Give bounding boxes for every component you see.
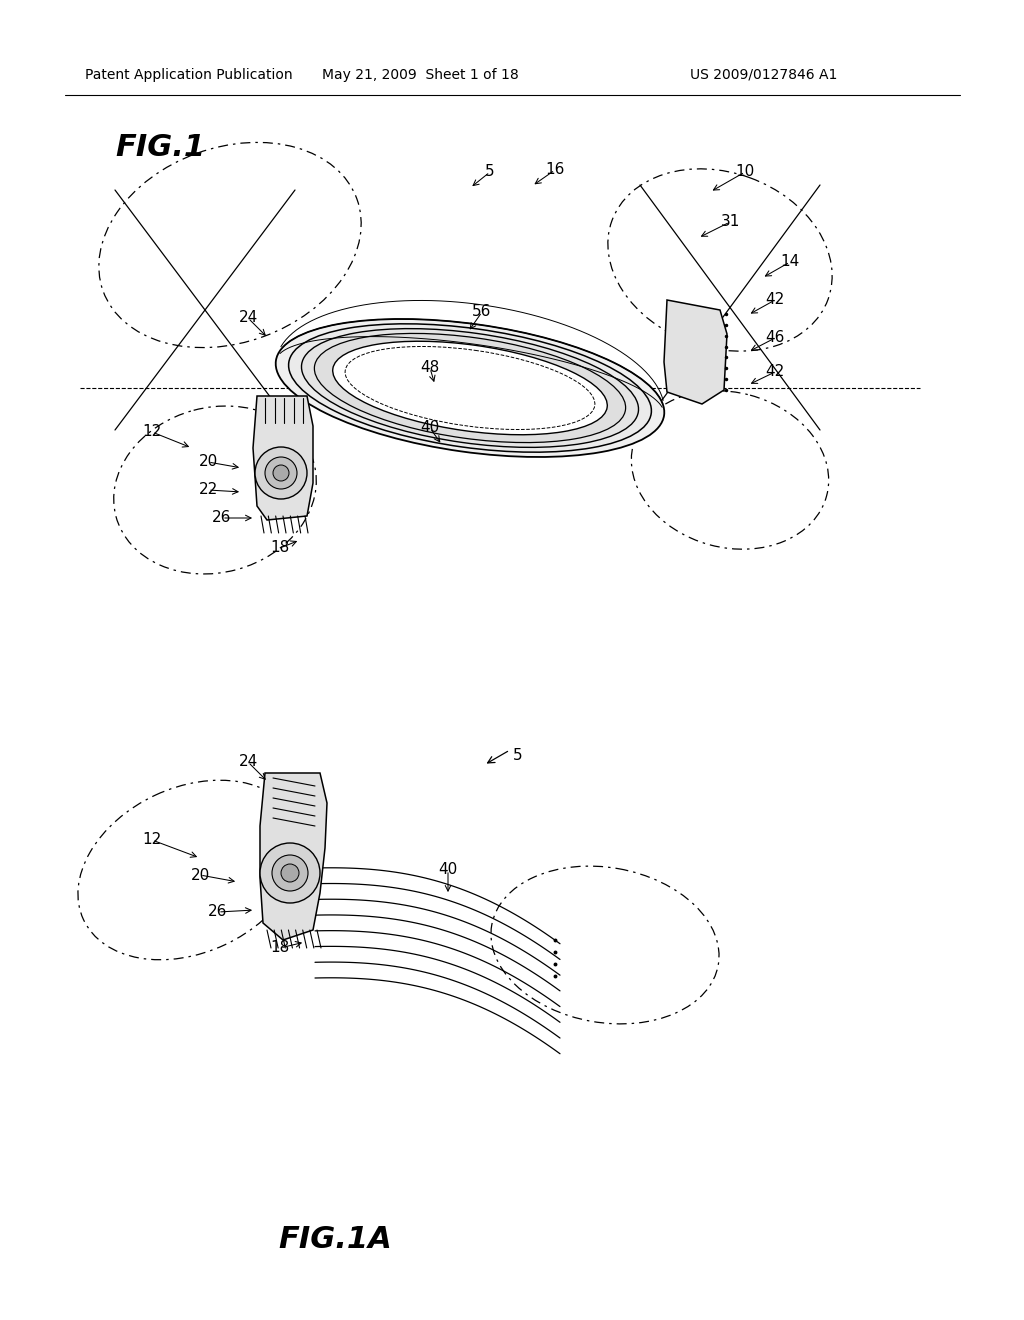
Text: 18: 18 xyxy=(270,940,290,956)
Text: FIG.1A: FIG.1A xyxy=(279,1225,392,1254)
Circle shape xyxy=(272,855,308,891)
Circle shape xyxy=(265,457,297,488)
Text: 31: 31 xyxy=(720,214,739,230)
Text: 48: 48 xyxy=(421,360,439,375)
Text: May 21, 2009  Sheet 1 of 18: May 21, 2009 Sheet 1 of 18 xyxy=(322,69,518,82)
Circle shape xyxy=(255,447,307,499)
Text: 10: 10 xyxy=(735,165,755,180)
Text: 20: 20 xyxy=(199,454,218,470)
Ellipse shape xyxy=(314,334,626,442)
Text: 26: 26 xyxy=(208,904,227,920)
Text: FIG.1: FIG.1 xyxy=(115,133,205,162)
Text: 40: 40 xyxy=(421,421,439,436)
Ellipse shape xyxy=(301,329,639,447)
Ellipse shape xyxy=(275,319,665,457)
Text: 5: 5 xyxy=(485,165,495,180)
Text: 42: 42 xyxy=(765,364,784,380)
Text: 26: 26 xyxy=(212,511,231,525)
Polygon shape xyxy=(664,300,727,404)
Text: Patent Application Publication: Patent Application Publication xyxy=(85,69,293,82)
Text: 14: 14 xyxy=(780,255,800,269)
Circle shape xyxy=(273,465,289,480)
Polygon shape xyxy=(253,396,313,520)
Circle shape xyxy=(281,865,299,882)
Text: 24: 24 xyxy=(239,310,258,326)
Circle shape xyxy=(260,843,319,903)
Text: 40: 40 xyxy=(438,862,458,878)
Polygon shape xyxy=(260,774,327,940)
Text: 56: 56 xyxy=(472,305,492,319)
Text: 16: 16 xyxy=(546,162,564,177)
Text: US 2009/0127846 A1: US 2009/0127846 A1 xyxy=(690,69,838,82)
Text: 24: 24 xyxy=(239,755,258,770)
Text: 42: 42 xyxy=(765,293,784,308)
Text: 22: 22 xyxy=(199,483,218,498)
Text: 12: 12 xyxy=(142,833,162,847)
Ellipse shape xyxy=(289,323,651,453)
Text: 46: 46 xyxy=(765,330,784,346)
Ellipse shape xyxy=(333,342,607,434)
Text: 5: 5 xyxy=(513,747,522,763)
Text: 18: 18 xyxy=(270,540,290,556)
Text: 12: 12 xyxy=(142,425,162,440)
Text: 20: 20 xyxy=(190,867,210,883)
